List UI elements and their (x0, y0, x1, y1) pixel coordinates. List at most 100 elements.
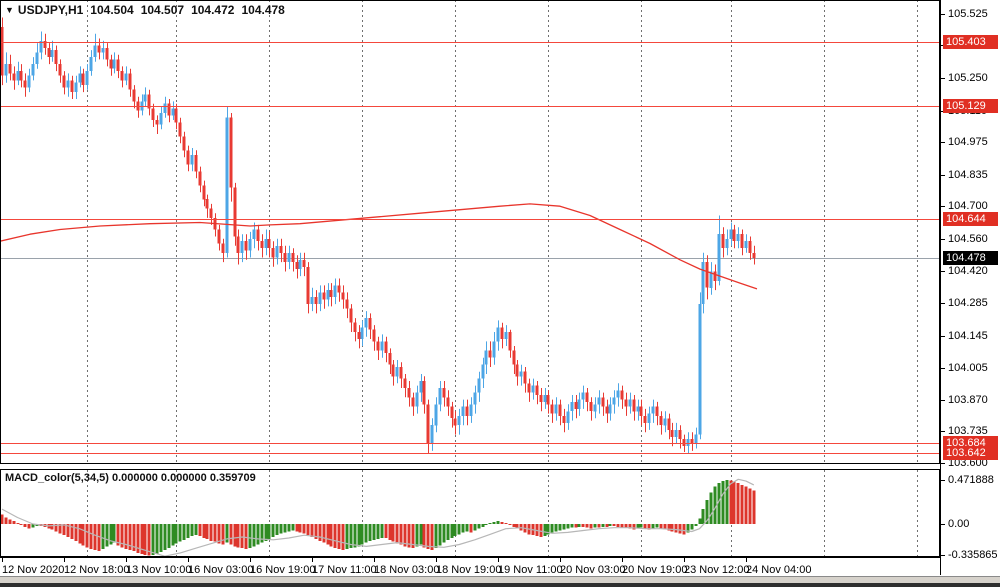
macd-scale-tick: 0.471888 (948, 474, 994, 486)
macd-histogram-bar (403, 524, 407, 547)
candle (670, 422, 674, 447)
candle (221, 238, 225, 263)
candle (31, 57, 35, 81)
macd-histogram-bar (546, 524, 550, 535)
macd-histogram-bar (512, 524, 516, 527)
candle (698, 292, 702, 440)
macd-histogram-bar (500, 522, 504, 524)
candle (155, 115, 159, 134)
price-axis[interactable]: 105.390105.110105.525105.250104.975104.8… (940, 0, 1000, 575)
candle-body (492, 341, 496, 358)
price-tick: 104.145 (948, 330, 988, 342)
candle (612, 390, 616, 414)
candle (620, 385, 624, 409)
candle (725, 229, 729, 256)
macd-histogram-bar (632, 524, 636, 530)
candle (128, 68, 132, 97)
candle (531, 378, 535, 400)
candle-body (264, 238, 268, 249)
candle (326, 283, 330, 307)
candle-body (345, 299, 349, 309)
macd-scale-tick-mark (941, 555, 945, 556)
candle-body (198, 171, 202, 186)
candle-body (647, 413, 651, 423)
candle (721, 227, 725, 258)
price-tick-mark (941, 239, 945, 240)
candle (732, 224, 736, 249)
candle-body (508, 332, 512, 351)
candle-body (89, 57, 93, 72)
macd-histogram-bar (395, 524, 399, 544)
candle (267, 231, 271, 258)
candle (539, 388, 543, 412)
candle (209, 203, 213, 225)
candle-body (682, 439, 686, 447)
candle (705, 255, 709, 300)
candle-body (434, 404, 438, 426)
macd-histogram-bar (54, 524, 58, 532)
macd-histogram-bar (159, 524, 163, 552)
price-tick-mark (941, 400, 945, 401)
candle-body (624, 399, 628, 407)
candle-body (566, 411, 570, 423)
candle-body (670, 429, 674, 437)
macd-histogram-bar (209, 524, 213, 541)
price-tick-mark (941, 14, 945, 15)
candle-body (190, 155, 194, 165)
candle (89, 50, 93, 76)
macd-histogram-bar (345, 524, 349, 550)
candle (740, 229, 744, 256)
candle (329, 283, 333, 307)
candle (484, 341, 488, 374)
candle-body (74, 82, 78, 92)
macd-indicator-panel[interactable] (0, 469, 940, 557)
moving-average-line (0, 203, 758, 290)
candle (701, 252, 705, 314)
macd-histogram-bar (411, 524, 415, 549)
candle-body (310, 297, 314, 305)
candle-body (500, 327, 504, 340)
macd-histogram-bar (430, 524, 434, 551)
macd-histogram-bar (50, 524, 54, 530)
macd-histogram-bar (419, 524, 423, 545)
macd-histogram-bar (422, 524, 426, 548)
macd-histogram-bar (66, 524, 70, 537)
macd-histogram-bar (504, 523, 508, 525)
price-tick-mark (941, 463, 945, 464)
candle (182, 131, 186, 158)
candle-body (713, 271, 717, 281)
candle-body (16, 71, 20, 81)
candle (667, 413, 671, 440)
macd-histogram-bar (167, 524, 171, 549)
macd-histogram-bar (399, 524, 403, 545)
candle-body (380, 341, 384, 351)
macd-histogram-bar (298, 524, 302, 533)
macd-histogram-bar (287, 524, 291, 532)
macd-histogram-bar (558, 524, 562, 531)
candle-body (461, 406, 465, 416)
candle-body (519, 371, 523, 377)
collapse-triangle-icon[interactable]: ▼ (5, 5, 14, 15)
time-tick-label: 24 Nov 04:00 (746, 564, 812, 576)
level-price-label: 104.644 (943, 212, 998, 226)
candle (353, 318, 357, 342)
candle-body (353, 322, 357, 332)
candle (628, 392, 632, 414)
candle (151, 103, 155, 127)
candle-body (368, 318, 372, 330)
macd-histogram-bar (442, 524, 446, 543)
macd-panel-border (0, 469, 940, 557)
time-tick-label: 23 Nov 12:00 (684, 564, 750, 576)
time-axis[interactable]: 12 Nov 2020 12 Nov 18:00 13 Nov 10:00 16 No… (0, 557, 940, 577)
candle (473, 385, 477, 414)
main-price-chart[interactable] (0, 0, 940, 464)
macd-histogram-bar (244, 524, 248, 550)
candle-body (469, 404, 473, 416)
candle (566, 404, 570, 430)
macd-histogram-bar (4, 517, 8, 524)
macd-histogram-bar (434, 524, 438, 549)
macd-histogram-bar (473, 524, 477, 531)
time-tick-mark (498, 558, 499, 562)
time-tick-label: 20 Nov 03:00 (560, 564, 626, 576)
candle-body (388, 353, 392, 365)
